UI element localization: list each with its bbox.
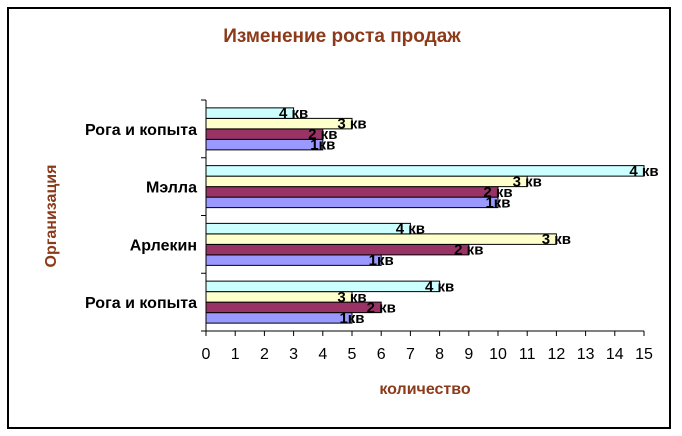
x-tick-label-12: 12 <box>548 346 566 363</box>
x-tick-label-7: 7 <box>406 346 415 363</box>
data-label-3-1: 1кв <box>485 194 510 211</box>
data-label-3-4: 4 кв <box>629 163 658 180</box>
x-tick-label-11: 11 <box>519 346 536 363</box>
x-tick-label-15: 15 <box>635 346 653 363</box>
chart-frame <box>7 7 671 429</box>
x-tick-label-6: 6 <box>377 346 386 363</box>
data-label-4-3: 3 кв <box>337 116 366 133</box>
x-tick-label-10: 10 <box>489 346 507 363</box>
data-label-2-1: 1кв <box>369 252 394 269</box>
x-tick-label-14: 14 <box>606 346 624 363</box>
category-label-4: Рога и копыта <box>85 122 197 139</box>
data-label-4-1: 1кв <box>310 137 335 154</box>
bar-1-3 <box>205 291 353 303</box>
data-label-1-1: 1кв <box>339 310 364 327</box>
bar-4-2 <box>205 128 324 140</box>
bar-2-2 <box>205 243 470 256</box>
x-axis-title: количество <box>379 381 471 398</box>
data-label-2-4: 4 кв <box>396 221 425 238</box>
bar-3-3 <box>205 175 528 188</box>
x-tick-label-3: 3 <box>289 346 298 363</box>
data-label-4-2: 2 кв <box>308 126 337 143</box>
data-label-2-2: 2 кв <box>454 242 483 259</box>
bar-3-4 <box>205 165 645 177</box>
x-tick-label-2: 2 <box>260 346 269 363</box>
bar-1-4 <box>205 280 441 293</box>
bar-3-1 <box>205 196 499 209</box>
bar-3-2 <box>205 186 499 198</box>
bar-2-1 <box>205 254 382 266</box>
x-tick-label-13: 13 <box>577 346 595 363</box>
x-tick-label-8: 8 <box>435 346 444 363</box>
data-label-4-4: 4 кв <box>279 105 308 122</box>
chart-title: Изменение роста продаж <box>223 26 461 47</box>
x-tick-label-9: 9 <box>464 346 473 363</box>
data-label-2-3: 3 кв <box>542 231 571 248</box>
category-label-3: Мэлла <box>146 180 197 197</box>
x-tick-label-0: 0 <box>202 346 211 363</box>
data-label-3-3: 3 кв <box>513 173 542 190</box>
category-label-2: Арлекин <box>130 237 197 254</box>
data-label-1-4: 4 кв <box>425 278 454 295</box>
bar-1-1 <box>205 312 353 324</box>
x-tick-label-5: 5 <box>348 346 357 363</box>
bar-4-1 <box>205 138 324 151</box>
bar-2-4 <box>205 222 411 235</box>
y-axis-title: Организация <box>43 165 60 268</box>
x-tick-label-4: 4 <box>318 346 327 363</box>
data-label-1-3: 3 кв <box>337 289 366 306</box>
data-label-3-2: 2 кв <box>483 184 512 201</box>
data-label-1-2: 2 кв <box>367 299 396 316</box>
bar-2-3 <box>205 233 557 245</box>
category-label-1: Рога и копыта <box>85 295 197 312</box>
x-tick-label-1: 1 <box>231 346 240 363</box>
